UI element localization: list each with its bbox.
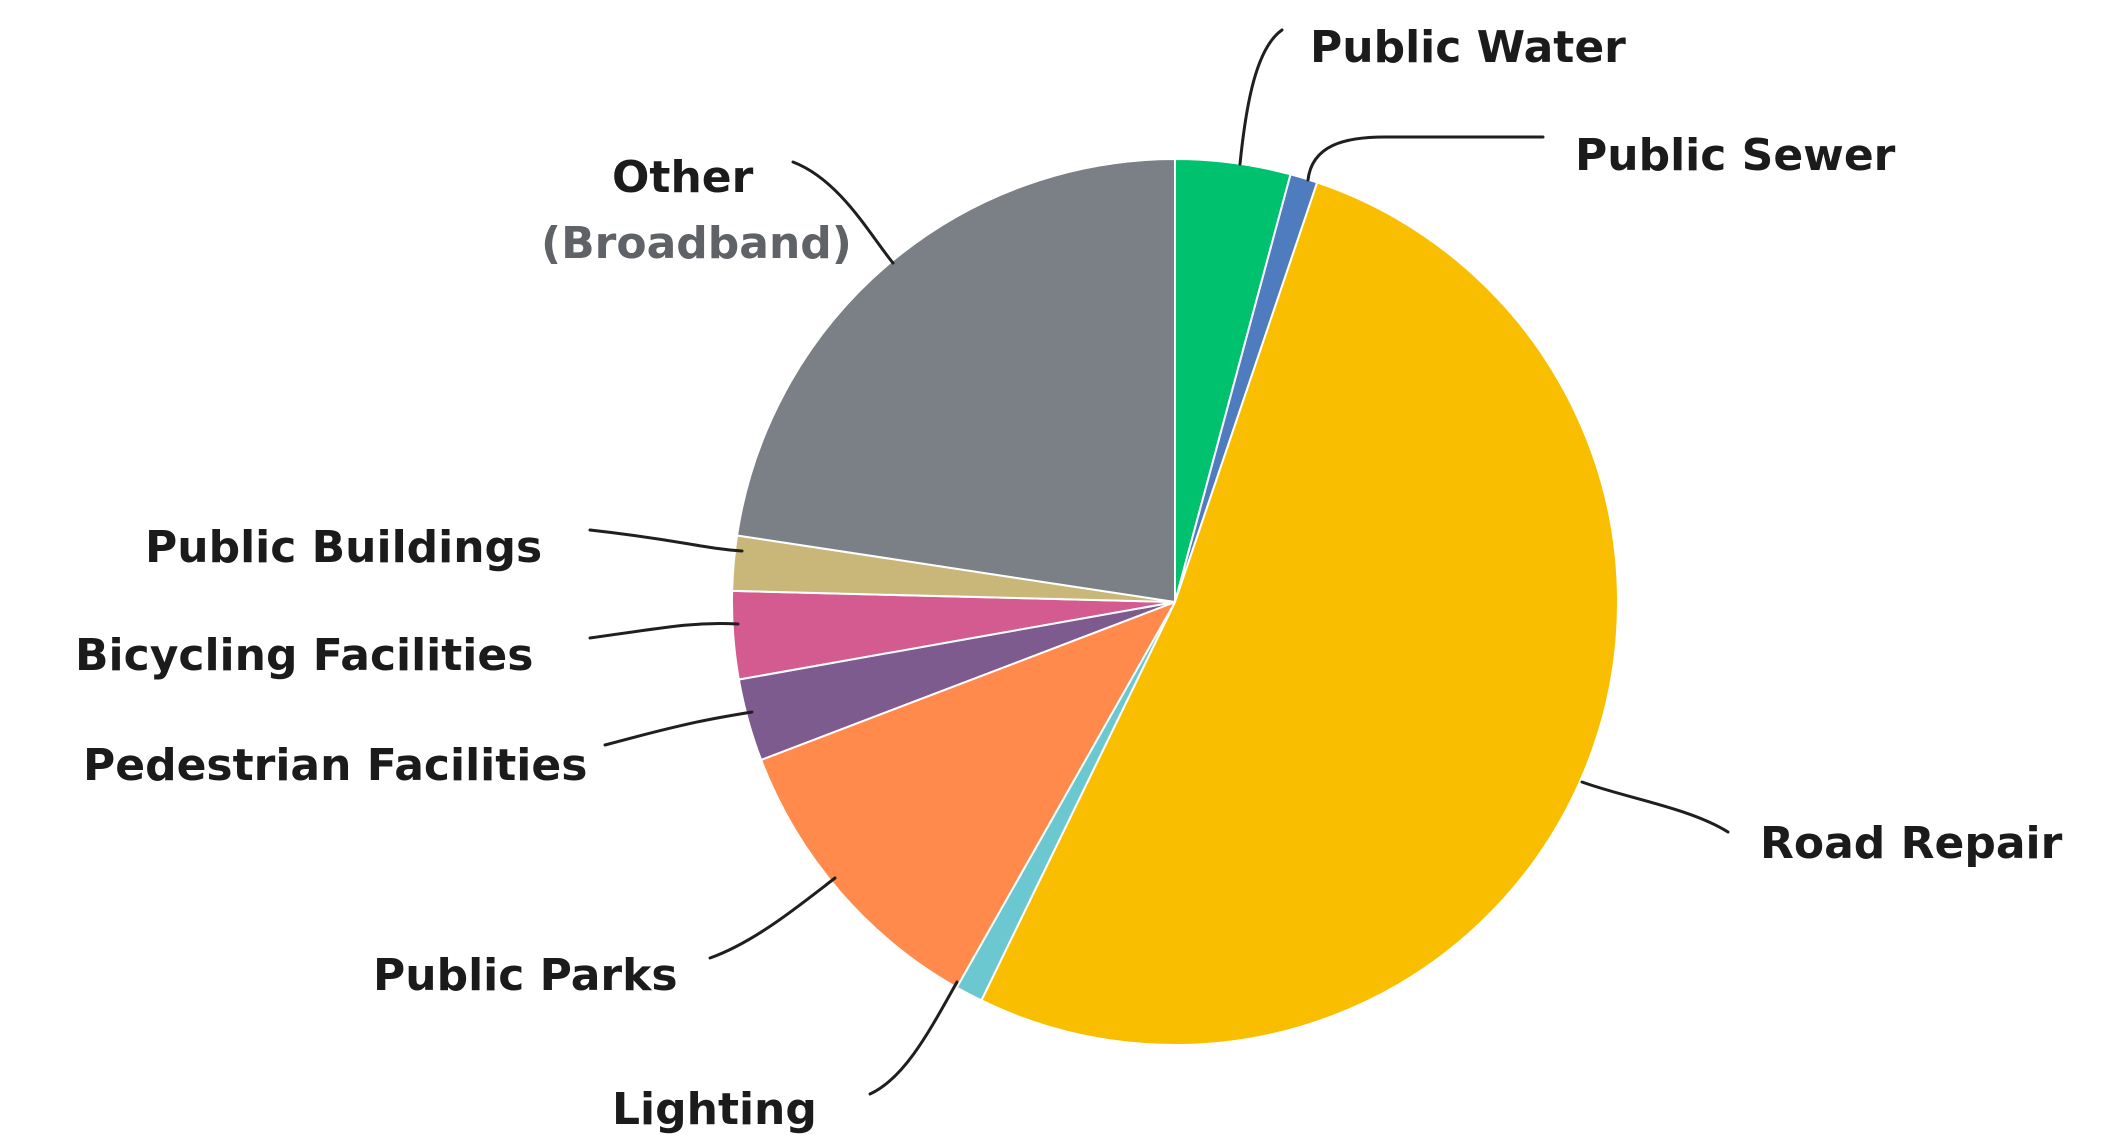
pie-slices xyxy=(731,158,1619,1046)
label-other: Other xyxy=(612,152,754,203)
leader-public-sewer xyxy=(1306,135,1545,182)
leader-public-buildings xyxy=(588,528,744,553)
slice-labels: Public Water Public Sewer Road Repair Li… xyxy=(75,22,2063,1135)
label-public-parks: Public Parks xyxy=(373,950,678,1001)
label-public-water: Public Water xyxy=(1310,22,1626,73)
leader-other xyxy=(791,160,895,265)
label-public-sewer: Public Sewer xyxy=(1575,130,1896,181)
leader-road-repair xyxy=(1580,780,1730,834)
leader-public-water xyxy=(1238,28,1284,166)
label-public-buildings: Public Buildings xyxy=(145,522,542,573)
slice-other-broadband xyxy=(736,158,1176,603)
leader-lines xyxy=(588,28,1730,1096)
leader-lighting xyxy=(868,980,959,1096)
label-road-repair: Road Repair xyxy=(1760,818,2063,869)
slice-road-repair xyxy=(980,181,1619,1046)
leader-bicycling-facilities xyxy=(588,621,740,640)
slice-public-parks xyxy=(760,601,1176,989)
leader-pedestrian-facilities xyxy=(603,710,754,747)
label-broadband: (Broadband) xyxy=(541,218,852,269)
label-bicycling-facilities: Bicycling Facilities xyxy=(75,630,533,681)
leader-public-parks xyxy=(708,876,837,960)
label-lighting: Lighting xyxy=(612,1084,817,1135)
label-pedestrian-facilities: Pedestrian Facilities xyxy=(83,740,587,791)
